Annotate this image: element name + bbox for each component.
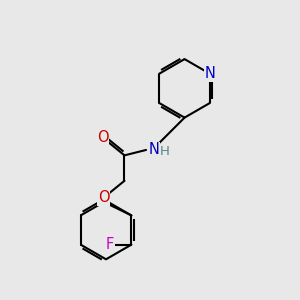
Text: H: H <box>160 145 170 158</box>
Text: O: O <box>98 190 109 205</box>
Text: N: N <box>148 142 159 158</box>
Text: N: N <box>205 66 215 81</box>
Text: F: F <box>106 237 114 252</box>
Text: O: O <box>97 130 109 145</box>
